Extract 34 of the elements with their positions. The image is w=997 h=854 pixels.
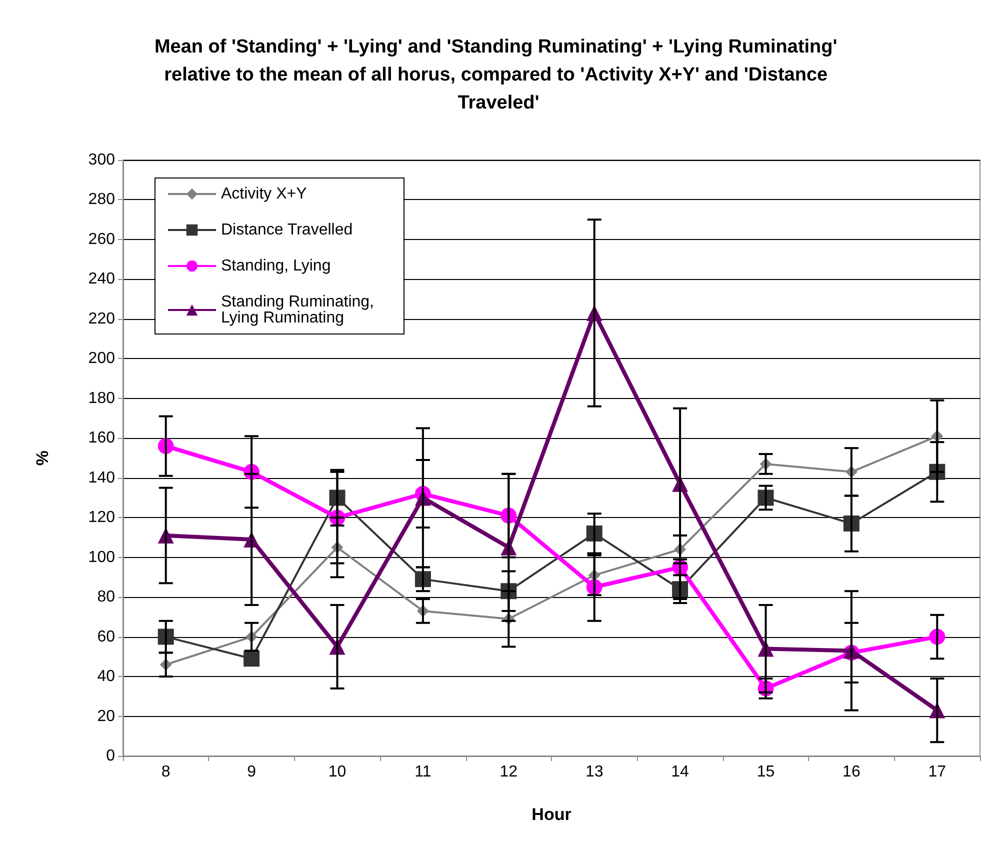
- x-tick-label: 13: [585, 764, 604, 780]
- y-tick-label: 300: [88, 152, 116, 168]
- legend-label: Distance Travelled: [221, 222, 353, 238]
- x-axis-title: Hour: [532, 805, 572, 824]
- x-tick-label: 16: [842, 764, 860, 780]
- y-tick-label: 80: [97, 588, 116, 606]
- y-tick-label: 240: [88, 270, 116, 288]
- y-tick-label: 200: [88, 350, 116, 368]
- y-tick-label: 120: [88, 509, 116, 526]
- x-tick-label: 17: [928, 764, 946, 780]
- y-tick-label: 40: [97, 668, 116, 686]
- x-tick-label: 15: [756, 764, 775, 780]
- x-tick-label: 12: [500, 764, 518, 780]
- x-tick-label: 8: [161, 764, 170, 780]
- y-axis-title: %: [33, 450, 52, 466]
- y-tick-label: 280: [88, 191, 116, 208]
- y-tick-label: 60: [97, 628, 116, 646]
- legend-label: Activity X+Y: [221, 186, 308, 202]
- y-tick-label: 140: [88, 469, 116, 486]
- y-tick-label: 20: [97, 708, 116, 725]
- y-tick-label: 0: [106, 748, 116, 764]
- legend-label: Standing, Lying: [221, 258, 331, 274]
- x-tick-label: 10: [328, 764, 346, 780]
- x-tick-label: 14: [671, 764, 690, 780]
- y-tick-label: 180: [88, 390, 116, 407]
- x-tick-label: 9: [247, 764, 256, 780]
- legend-label: Standing Ruminating, Lying Ruminating: [221, 294, 374, 326]
- y-tick-label: 260: [88, 230, 116, 248]
- y-tick-label: 100: [88, 548, 116, 566]
- x-tick-label: 11: [414, 764, 432, 780]
- y-tick-label: 220: [88, 310, 116, 328]
- y-tick-label: 160: [88, 430, 116, 447]
- point: [244, 650, 260, 667]
- chart-title: Mean of 'Standing' + 'Lying' and 'Standing Ruminating' + 'Lying Ruminating' relative to the mean of all horus, compared to 'Activity X+Y' and 'Distance Traveled': [154, 36, 843, 114]
